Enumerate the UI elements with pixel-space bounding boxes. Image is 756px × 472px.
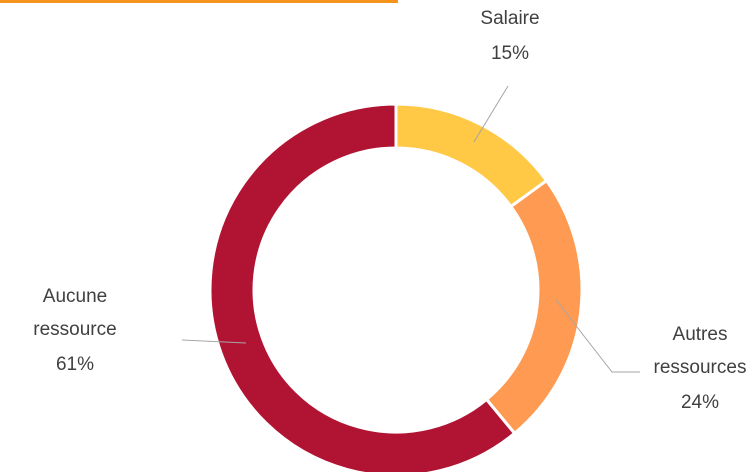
slice-label: Salaire bbox=[480, 8, 539, 29]
donut-segment bbox=[484, 178, 584, 436]
slice-label-line: Aucune bbox=[43, 286, 107, 307]
slice-value: 24% bbox=[681, 392, 719, 413]
header-rule bbox=[0, 0, 398, 3]
donut-segment bbox=[208, 102, 517, 472]
slice-value: 15% bbox=[491, 43, 529, 64]
slice-value: 61% bbox=[56, 354, 94, 375]
donut-segment bbox=[394, 102, 549, 209]
slice-label-line: ressource bbox=[33, 319, 116, 340]
slice-label-line: Autres bbox=[673, 324, 728, 345]
slice-label: Aucune ressource bbox=[33, 286, 116, 340]
slice-label-line: Salaire bbox=[480, 8, 539, 29]
leader-line bbox=[555, 299, 640, 373]
slice-label: Autres ressources bbox=[654, 324, 747, 378]
slice-label-line: ressources bbox=[654, 357, 747, 378]
leader-line bbox=[473, 85, 509, 143]
leader-line bbox=[181, 339, 247, 344]
